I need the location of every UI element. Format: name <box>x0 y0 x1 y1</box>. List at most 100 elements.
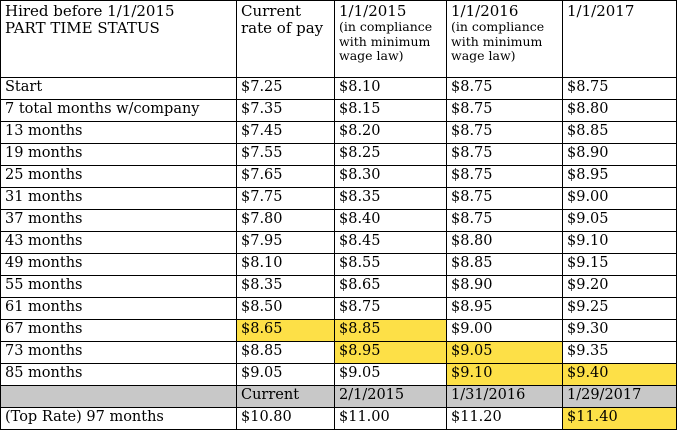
subheader-empty <box>0 385 237 408</box>
row-label: 61 months <box>0 297 237 320</box>
table-row: 7 total months w/company $7.35 $8.15 $8.… <box>0 99 677 122</box>
cell-2015: $9.05 <box>334 363 447 386</box>
cell-current: $9.05 <box>236 363 335 386</box>
table-row: 49 months $8.10 $8.55 $8.85 $9.15 <box>0 253 677 276</box>
top-rate-row: (Top Rate) 97 months $10.80 $11.00 $11.2… <box>0 407 677 430</box>
table-row: 55 months $8.35 $8.65 $8.90 $9.20 <box>0 275 677 298</box>
cell-2017: $9.00 <box>562 187 677 210</box>
header-2016-date: 1/1/2016 <box>451 2 519 20</box>
cell-2015: $8.35 <box>334 187 447 210</box>
row-label: 55 months <box>0 275 237 298</box>
cell-2017-highlighted: $9.40 <box>562 363 677 386</box>
cell-2016-highlighted: $9.05 <box>446 341 563 364</box>
cell-2016: $11.20 <box>446 407 563 430</box>
cell-current: $7.25 <box>236 77 335 100</box>
row-label: 31 months <box>0 187 237 210</box>
cell-current-highlighted: $8.65 <box>236 319 335 342</box>
cell-2015: $8.10 <box>334 77 447 100</box>
cell-current: $7.35 <box>236 99 335 122</box>
cell-current: $8.35 <box>236 275 335 298</box>
cell-2016: $8.95 <box>446 297 563 320</box>
cell-2016: $8.75 <box>446 165 563 188</box>
row-label: 85 months <box>0 363 237 386</box>
subheader-current: Current <box>236 385 335 408</box>
cell-2016: $8.75 <box>446 121 563 144</box>
cell-2016: $8.90 <box>446 275 563 298</box>
cell-current: $10.80 <box>236 407 335 430</box>
table-row: 19 months $7.55 $8.25 $8.75 $8.90 <box>0 143 677 166</box>
cell-2015: $8.20 <box>334 121 447 144</box>
header-row: Hired before 1/1/2015 PART TIME STATUS C… <box>0 0 677 78</box>
cell-2015: $8.25 <box>334 143 447 166</box>
table-row: 73 months $8.85 $8.95 $9.05 $9.35 <box>0 341 677 364</box>
header-2017: 1/1/2017 <box>562 0 677 78</box>
header-2016-note: (in compliance with minimum wage law) <box>451 19 545 63</box>
cell-current: $8.50 <box>236 297 335 320</box>
cell-2016-highlighted: $9.10 <box>446 363 563 386</box>
header-part-time-status: PART TIME STATUS <box>5 19 160 37</box>
top-rate-subheader-row: Current 2/1/2015 1/31/2016 1/29/2017 <box>0 385 677 408</box>
row-label: 67 months <box>0 319 237 342</box>
table-row: 43 months $7.95 $8.45 $8.80 $9.10 <box>0 231 677 254</box>
cell-2017: $9.15 <box>562 253 677 276</box>
cell-2015: $8.40 <box>334 209 447 232</box>
header-hire-status: Hired before 1/1/2015 PART TIME STATUS <box>0 0 237 78</box>
header-2015-date: 1/1/2015 <box>339 2 407 20</box>
cell-2015: $8.65 <box>334 275 447 298</box>
table-row: Start $7.25 $8.10 $8.75 $8.75 <box>0 77 677 100</box>
row-label: 13 months <box>0 121 237 144</box>
row-label: 73 months <box>0 341 237 364</box>
cell-2017: $8.95 <box>562 165 677 188</box>
subheader-2016: 1/31/2016 <box>446 385 563 408</box>
cell-current: $7.65 <box>236 165 335 188</box>
header-current-line2: rate of pay <box>241 19 324 37</box>
cell-current: $7.80 <box>236 209 335 232</box>
cell-current: $8.10 <box>236 253 335 276</box>
row-label: 37 months <box>0 209 237 232</box>
subheader-2015: 2/1/2015 <box>334 385 447 408</box>
cell-2017: $9.20 <box>562 275 677 298</box>
header-2017-date: 1/1/2017 <box>567 2 635 20</box>
cell-2016: $8.80 <box>446 231 563 254</box>
cell-2017: $9.10 <box>562 231 677 254</box>
cell-2016: $9.00 <box>446 319 563 342</box>
cell-2016: $8.75 <box>446 143 563 166</box>
cell-current: $7.55 <box>236 143 335 166</box>
cell-2015: $8.55 <box>334 253 447 276</box>
row-label: 19 months <box>0 143 237 166</box>
table-row: 67 months $8.65 $8.85 $9.00 $9.30 <box>0 319 677 342</box>
cell-current: $7.75 <box>236 187 335 210</box>
cell-2017: $9.30 <box>562 319 677 342</box>
cell-2017: $9.05 <box>562 209 677 232</box>
cell-current: $7.45 <box>236 121 335 144</box>
subheader-2017: 1/29/2017 <box>562 385 677 408</box>
cell-2017: $9.25 <box>562 297 677 320</box>
row-label: 25 months <box>0 165 237 188</box>
cell-2017: $9.35 <box>562 341 677 364</box>
cell-2015: $8.75 <box>334 297 447 320</box>
cell-2017: $8.90 <box>562 143 677 166</box>
cell-2015: $8.30 <box>334 165 447 188</box>
table-row: 37 months $7.80 $8.40 $8.75 $9.05 <box>0 209 677 232</box>
cell-2017: $8.75 <box>562 77 677 100</box>
cell-current: $7.95 <box>236 231 335 254</box>
table-row: 25 months $7.65 $8.30 $8.75 $8.95 <box>0 165 677 188</box>
row-label: 49 months <box>0 253 237 276</box>
header-2015: 1/1/2015 (in compliance with minimum wag… <box>334 0 447 78</box>
cell-2016: $8.75 <box>446 209 563 232</box>
header-current-line1: Current <box>241 2 302 20</box>
cell-2016: $8.75 <box>446 187 563 210</box>
header-2015-note: (in compliance with minimum wage law) <box>339 19 433 63</box>
cell-2016: $8.75 <box>446 99 563 122</box>
row-label: 43 months <box>0 231 237 254</box>
header-current-rate: Current rate of pay <box>236 0 335 78</box>
cell-2016: $8.85 <box>446 253 563 276</box>
cell-2017: $8.80 <box>562 99 677 122</box>
cell-2015-highlighted: $8.95 <box>334 341 447 364</box>
row-label: 7 total months w/company <box>0 99 237 122</box>
table-row: 31 months $7.75 $8.35 $8.75 $9.00 <box>0 187 677 210</box>
cell-current: $8.85 <box>236 341 335 364</box>
cell-2015: $8.45 <box>334 231 447 254</box>
header-hired-before: Hired before 1/1/2015 <box>5 2 175 20</box>
